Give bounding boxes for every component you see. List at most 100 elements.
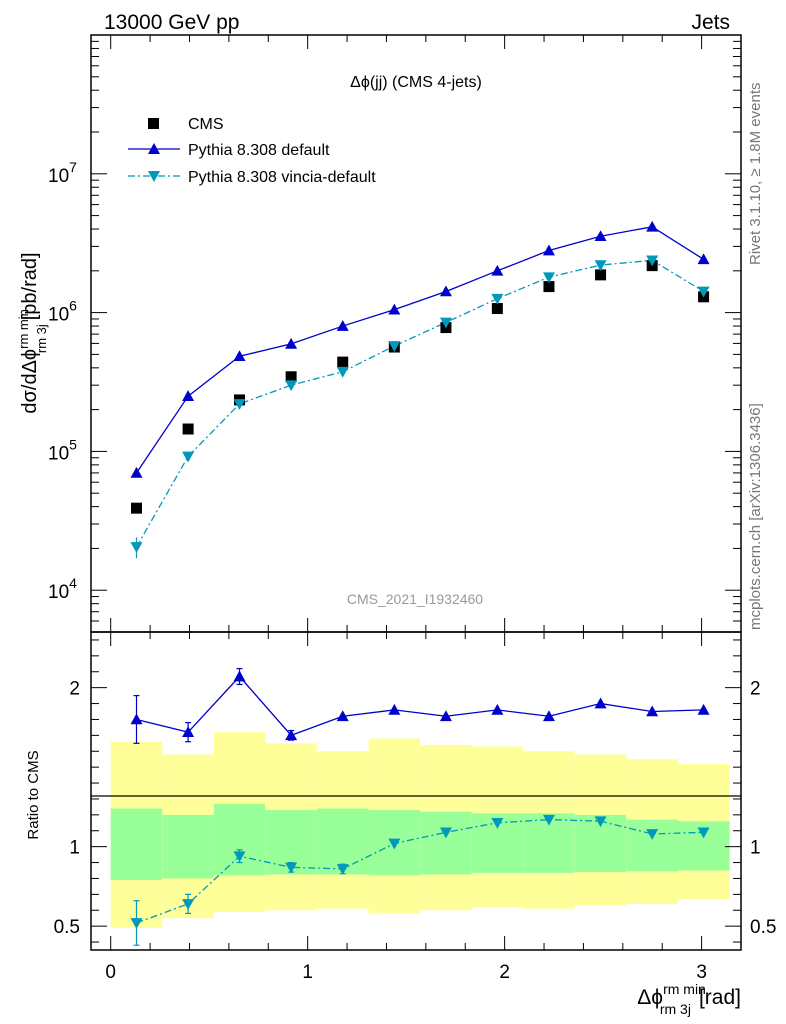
band-inner-bin xyxy=(162,814,214,879)
source-label: mcplots.cern.ch [arXiv:1306.3436] xyxy=(747,403,764,630)
watermark: CMS_2021_I1932460 xyxy=(347,591,483,607)
point-vincia xyxy=(130,542,143,553)
point-vincia xyxy=(697,286,710,298)
band-inner-bin xyxy=(626,819,678,872)
point-cms xyxy=(182,423,194,435)
ratio-point-vincia xyxy=(646,829,659,840)
band-inner-bin xyxy=(316,808,369,875)
ratio-point-vincia xyxy=(594,816,607,828)
ratio-point-vincia xyxy=(697,827,710,839)
x-tick-label: 3 xyxy=(696,962,707,983)
ratio-point-default xyxy=(388,703,401,715)
legend-label-vincia: Pythia 8.308 vincia-default xyxy=(188,169,376,186)
point-default xyxy=(182,390,195,401)
x-axis-label: Δϕrm min rm 3j [rad] xyxy=(637,981,741,1017)
ratio-point-default xyxy=(542,710,555,722)
ratio-y-tick-label: 1 xyxy=(69,838,80,859)
legend-label-default: Pythia 8.308 default xyxy=(188,142,330,159)
ratio-point-vincia xyxy=(336,864,349,875)
ratio-point-vincia xyxy=(182,899,195,910)
point-default xyxy=(285,337,298,349)
ratio-point-vincia xyxy=(285,862,298,874)
point-cms xyxy=(491,303,503,315)
ratio-point-default xyxy=(233,670,246,682)
point-cms xyxy=(285,371,297,383)
ratio-y-tick-label-right: 1 xyxy=(750,838,761,859)
legend-marker-default xyxy=(148,143,160,154)
ratio-point-vincia xyxy=(130,918,143,929)
x-tick-label: 1 xyxy=(302,962,313,983)
ratio-point-default xyxy=(182,726,195,737)
ratio-point-default xyxy=(491,703,504,715)
point-cms xyxy=(131,502,142,514)
point-default xyxy=(130,466,143,478)
ratio-point-default xyxy=(130,713,143,725)
series-line-vincia xyxy=(135,259,704,548)
ratio-y-tick-label: 2 xyxy=(69,679,80,700)
point-vincia xyxy=(594,260,607,272)
legend-marker-vincia xyxy=(148,171,160,182)
point-default xyxy=(697,253,710,265)
point-default xyxy=(233,350,246,362)
point-vincia xyxy=(233,399,246,410)
series-line-default xyxy=(135,226,704,474)
ratio-y-tick-label-right: 2 xyxy=(750,679,761,700)
point-default xyxy=(388,303,401,315)
point-vincia xyxy=(491,293,504,305)
ratio-y-tick-label-right: 0.5 xyxy=(750,917,776,938)
ratio-y-axis-label: Ratio to CMS xyxy=(25,750,42,839)
ratio-point-vincia xyxy=(491,818,504,829)
point-cms xyxy=(595,269,607,281)
band-inner-bin xyxy=(420,811,472,875)
legend: CMS Pythia 8.308 default Pythia 8.308 vi… xyxy=(128,116,376,186)
ratio-point-vincia xyxy=(233,851,246,863)
legend-marker-cms xyxy=(148,118,159,129)
legend-label-cms: CMS xyxy=(188,116,224,133)
main-plot-panel: 104 105 106 107 Δϕ(jj) (CMS 4-jets) CMS_202… xyxy=(16,34,742,633)
point-vincia xyxy=(439,317,452,329)
ratio-point-vincia xyxy=(388,838,401,850)
point-vincia xyxy=(182,451,195,463)
rivet-label: Rivet 3.1.10, ≥ 1.8M events xyxy=(747,83,764,266)
main-title: Δϕ(jj) (CMS 4-jets) xyxy=(350,74,482,91)
point-default xyxy=(336,320,349,331)
point-default xyxy=(646,220,659,232)
ratio-point-default xyxy=(439,710,452,722)
point-vincia xyxy=(542,272,555,284)
ratio-point-default xyxy=(336,710,349,722)
main-y-tick-label: 104 xyxy=(48,575,77,603)
x-tick-label: 0 xyxy=(105,962,116,983)
main-y-tick-label: 105 xyxy=(48,436,77,464)
point-cms xyxy=(337,356,349,368)
x-tick-label: 2 xyxy=(499,962,510,983)
point-default xyxy=(594,230,607,242)
main-y-axis-label: dσ/dΔϕrm min rm 3j[pb/rad] xyxy=(16,252,49,413)
ratio-point-default xyxy=(697,703,710,715)
header-right: Jets xyxy=(691,11,730,34)
point-default xyxy=(439,285,452,297)
point-vincia xyxy=(646,255,659,267)
ratio-point-vincia xyxy=(439,827,452,839)
band-inner-bin xyxy=(110,808,163,881)
band-inner-bin xyxy=(213,803,266,876)
ratio-point-default xyxy=(594,697,607,709)
point-cms xyxy=(543,281,555,293)
point-vincia xyxy=(336,366,349,378)
point-default xyxy=(542,244,555,256)
ratio-y-tick-label: 0.5 xyxy=(54,917,80,938)
ratio-point-vincia xyxy=(542,814,555,826)
ratio-point-default xyxy=(646,705,659,717)
main-y-tick-label: 106 xyxy=(48,298,77,326)
ratio-plot-panel: 0 1 2 3 0.5 0.5 1 1 2 2 Ratio to CMS xyxy=(25,631,776,983)
main-y-tick-label: 107 xyxy=(48,159,77,187)
point-vincia xyxy=(285,380,298,392)
point-default xyxy=(491,264,504,276)
header-left: 13000 GeV pp xyxy=(104,11,239,34)
point-vincia xyxy=(388,341,401,352)
ratio-line-default xyxy=(136,675,704,737)
ratio-plot-frame xyxy=(90,631,742,951)
ratio-point-default xyxy=(285,729,298,741)
